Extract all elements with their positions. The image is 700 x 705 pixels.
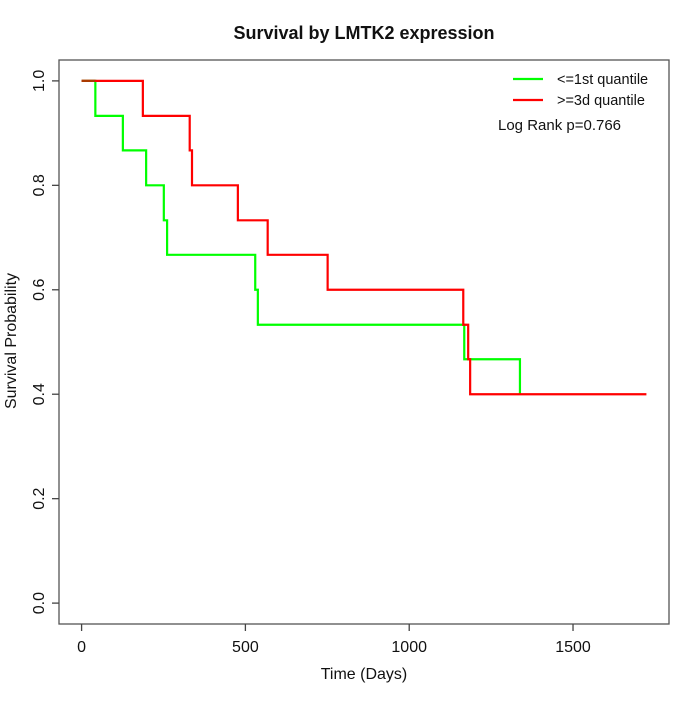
legend-label-low-quantile: <=1st quantile xyxy=(557,72,648,88)
y-axis-tick-label: 0.6 xyxy=(31,279,48,301)
log-rank-p-value: Log Rank p=0.766 xyxy=(498,117,621,134)
legend: <=1st quantile >=3d quantile Log Rank p=… xyxy=(498,72,648,134)
km-curve-high-quantile xyxy=(81,79,647,396)
x-axis: 0 500 1000 1500 xyxy=(77,624,591,656)
km-curve-low-quantile xyxy=(81,79,522,395)
y-axis-title: Survival Probability xyxy=(3,273,20,409)
legend-label-high-quantile: >=3d quantile xyxy=(557,93,645,109)
km-curves xyxy=(81,79,647,396)
y-axis-tick-label: 0.0 xyxy=(31,592,48,614)
x-axis-title: Time (Days) xyxy=(321,666,408,683)
x-axis-tick-label: 1500 xyxy=(555,639,591,656)
y-axis-tick-label: 0.2 xyxy=(31,487,48,509)
x-axis-tick-label: 0 xyxy=(77,639,86,656)
y-axis: 0.0 0.2 0.4 0.6 0.8 1.0 xyxy=(31,70,59,614)
y-axis-tick-label: 1.0 xyxy=(31,70,48,92)
y-axis-tick-label: 0.4 xyxy=(31,383,48,405)
chart-title: Survival by LMTK2 expression xyxy=(233,23,494,43)
plot-area-border xyxy=(58,59,670,625)
y-axis-tick-label: 0.8 xyxy=(31,174,48,196)
x-axis-tick-label: 500 xyxy=(232,639,259,656)
x-axis-tick-label: 1000 xyxy=(391,639,427,656)
